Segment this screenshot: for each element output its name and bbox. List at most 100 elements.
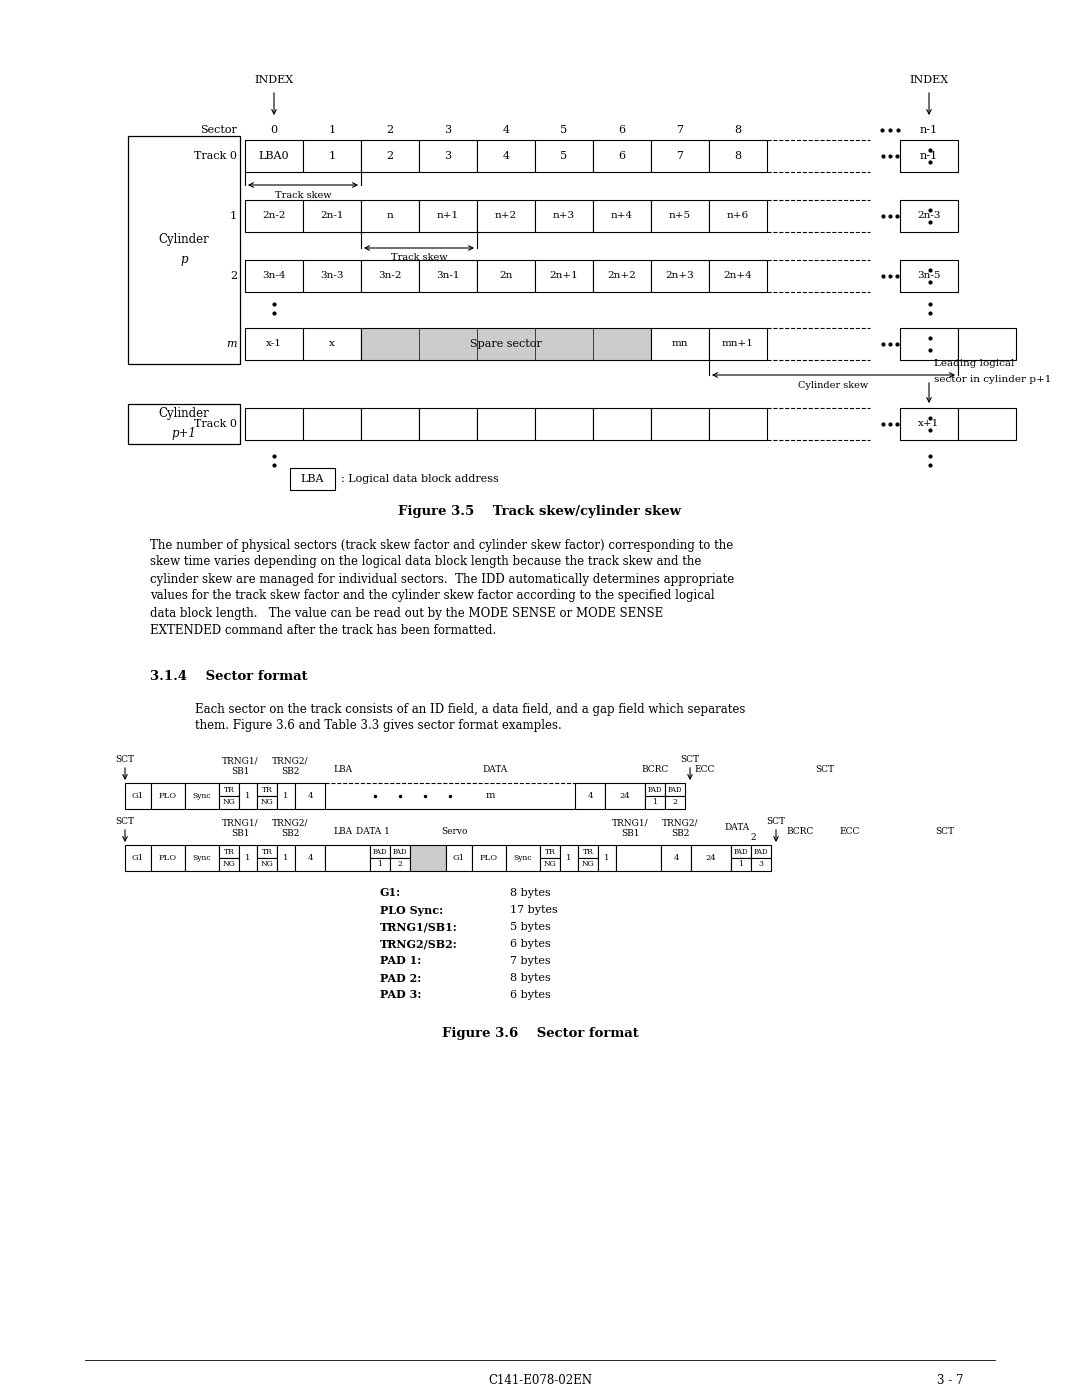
Bar xyxy=(575,782,605,809)
Text: SCT: SCT xyxy=(116,816,135,826)
Text: x-1: x-1 xyxy=(266,339,282,348)
Text: 5: 5 xyxy=(561,151,568,161)
Text: mn+1: mn+1 xyxy=(723,339,754,348)
Text: 2: 2 xyxy=(397,861,403,869)
Bar xyxy=(219,782,239,796)
Text: Sync: Sync xyxy=(192,792,212,800)
Text: SCT: SCT xyxy=(767,816,785,826)
Text: SB2: SB2 xyxy=(281,767,299,777)
Text: 3n-4: 3n-4 xyxy=(262,271,286,281)
Bar xyxy=(245,408,303,440)
Text: 3: 3 xyxy=(758,861,764,869)
Bar xyxy=(257,845,276,858)
Text: 2n-1: 2n-1 xyxy=(321,211,343,221)
Bar xyxy=(900,200,958,232)
Text: TRNG1/: TRNG1/ xyxy=(221,819,258,827)
Text: SCT: SCT xyxy=(116,754,135,764)
Bar xyxy=(239,845,257,870)
Text: 4: 4 xyxy=(502,124,510,136)
Text: LBA: LBA xyxy=(300,474,324,483)
Text: PLO: PLO xyxy=(480,854,498,862)
Text: SB1: SB1 xyxy=(621,830,639,838)
Bar xyxy=(245,260,303,292)
Text: 6 bytes: 6 bytes xyxy=(510,990,551,1000)
Text: TRNG1/SB1:: TRNG1/SB1: xyxy=(380,922,458,933)
Text: EXTENDED command after the track has been formatted.: EXTENDED command after the track has bee… xyxy=(150,623,496,637)
Text: NG: NG xyxy=(260,799,273,806)
Bar xyxy=(651,328,708,360)
Text: 4: 4 xyxy=(307,854,313,862)
Text: 3n-3: 3n-3 xyxy=(321,271,343,281)
Text: TRNG2/SB2:: TRNG2/SB2: xyxy=(380,939,458,950)
Text: G1: G1 xyxy=(132,854,144,862)
Bar xyxy=(303,328,361,360)
Bar xyxy=(900,408,958,440)
Bar xyxy=(691,845,731,870)
Text: Each sector on the track consists of an ID field, a data field, and a gap field : Each sector on the track consists of an … xyxy=(195,703,745,715)
Text: 17 bytes: 17 bytes xyxy=(510,905,557,915)
Text: PLO Sync:: PLO Sync: xyxy=(380,904,443,915)
Text: 3n-2: 3n-2 xyxy=(378,271,402,281)
Bar xyxy=(708,328,767,360)
Text: p: p xyxy=(180,253,188,267)
Text: PLO: PLO xyxy=(159,854,177,862)
Text: NG: NG xyxy=(543,861,556,869)
Bar xyxy=(708,408,767,440)
Bar xyxy=(303,140,361,172)
Bar xyxy=(276,845,295,870)
Text: PAD: PAD xyxy=(733,848,748,855)
Bar xyxy=(593,140,651,172)
Text: 2n+1: 2n+1 xyxy=(550,271,579,281)
Bar xyxy=(129,136,240,365)
Text: 2n-2: 2n-2 xyxy=(262,211,286,221)
Text: 1: 1 xyxy=(566,854,571,862)
Bar xyxy=(535,260,593,292)
Bar xyxy=(419,260,477,292)
Bar xyxy=(390,858,410,870)
Bar xyxy=(645,782,665,796)
Text: 2: 2 xyxy=(387,124,393,136)
Bar xyxy=(751,845,771,858)
Text: n-1: n-1 xyxy=(920,151,939,161)
Bar xyxy=(291,468,335,490)
Text: TR: TR xyxy=(224,785,234,793)
Bar xyxy=(125,782,151,809)
Text: TRNG2/: TRNG2/ xyxy=(272,757,308,766)
Bar xyxy=(540,858,561,870)
Text: 1: 1 xyxy=(283,792,288,800)
Text: SCT: SCT xyxy=(680,754,700,764)
Text: 2n+4: 2n+4 xyxy=(724,271,753,281)
Text: SB1: SB1 xyxy=(231,767,249,777)
Text: n+4: n+4 xyxy=(611,211,633,221)
Bar xyxy=(239,782,257,809)
Bar xyxy=(361,260,419,292)
Text: 1: 1 xyxy=(230,211,237,221)
Text: Servo: Servo xyxy=(442,827,469,835)
Text: 2n-3: 2n-3 xyxy=(917,211,941,221)
Text: DATA: DATA xyxy=(725,823,750,831)
Bar xyxy=(276,782,295,809)
Bar xyxy=(598,845,616,870)
Text: G1: G1 xyxy=(453,854,465,862)
Text: Track 0: Track 0 xyxy=(194,419,237,429)
Bar xyxy=(361,408,419,440)
Bar xyxy=(731,845,751,858)
Bar xyxy=(651,260,708,292)
Text: 4: 4 xyxy=(673,854,678,862)
Text: 8: 8 xyxy=(734,151,742,161)
Bar xyxy=(303,200,361,232)
Bar xyxy=(185,845,219,870)
Bar xyxy=(219,858,239,870)
Text: Figure 3.5    Track skew/cylinder skew: Figure 3.5 Track skew/cylinder skew xyxy=(399,506,681,518)
Bar xyxy=(125,845,151,870)
Text: data block length.   The value can be read out by the MODE SENSE or MODE SENSE: data block length. The value can be read… xyxy=(150,606,663,619)
Bar xyxy=(151,782,185,809)
Bar xyxy=(708,140,767,172)
Text: TRNG1/: TRNG1/ xyxy=(221,757,258,766)
Bar xyxy=(370,845,390,858)
Text: 8: 8 xyxy=(734,124,742,136)
Bar xyxy=(419,408,477,440)
Bar xyxy=(361,200,419,232)
Text: TR: TR xyxy=(261,785,272,793)
Text: Sync: Sync xyxy=(192,854,212,862)
